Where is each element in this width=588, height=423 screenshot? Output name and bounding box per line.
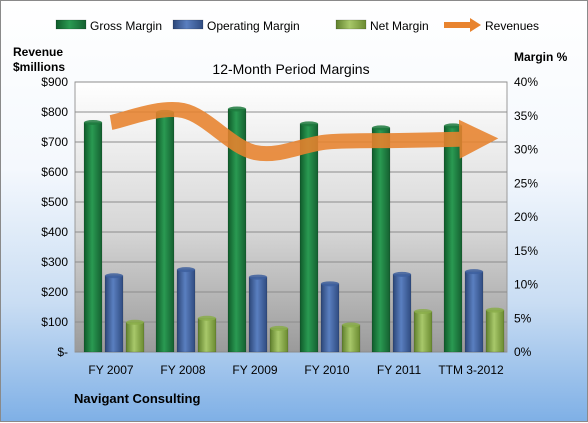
left-tick-label: $100 (41, 315, 68, 329)
right-tick-label: 5% (514, 311, 532, 325)
chart-title: 12-Month Period Margins (212, 61, 369, 77)
operating-margin-bar (320, 283, 340, 353)
bar-top-cap (393, 271, 411, 277)
bar-top-cap (321, 281, 339, 287)
category-label: TTM 3-2012 (438, 363, 504, 377)
category-label: FY 2010 (304, 363, 349, 377)
right-tick-label: 30% (514, 143, 538, 157)
left-tick-label: $600 (41, 165, 68, 179)
bar-top-cap (105, 273, 123, 279)
net-margin-bar (341, 324, 361, 353)
bar-top-cap (177, 267, 195, 273)
right-axis-ticks: 0% 5% 10% 15% 20% 25% 30% 35% 40% (514, 75, 538, 359)
net-margin-bar (197, 318, 217, 353)
left-tick-label: $200 (41, 285, 68, 299)
operating-margin-bar (392, 274, 412, 353)
chart-legend: Gross Margin Operating Margin Net Margin Re… (55, 18, 539, 33)
right-axis-title: Margin % (514, 50, 568, 64)
bar-top-cap (228, 106, 246, 112)
gridlines (75, 81, 507, 353)
right-tick-label: 35% (514, 109, 538, 123)
operating-margin-bar (248, 276, 268, 353)
category-labels: FY 2007 FY 2008 FY 2009 FY 2010 FY 2011 TTM 3… (88, 363, 504, 377)
legend-swatch (55, 19, 87, 30)
bar-top-cap (126, 319, 144, 325)
bar-top-cap (414, 309, 432, 314)
net-margin-bar (125, 322, 145, 353)
left-tick-label: $800 (41, 105, 68, 119)
gross-margin-bar (299, 123, 319, 353)
bar-top-cap (249, 274, 267, 280)
left-tick-label: $400 (41, 225, 68, 239)
revenues-line (109, 102, 499, 162)
legend-swatch (335, 19, 367, 30)
left-axis-title-line1: Revenue (13, 45, 63, 59)
left-axis-title-line2: $millions (13, 60, 65, 74)
legend-arrow-icon (470, 18, 481, 32)
bar-top-cap (300, 121, 318, 127)
category-label: FY 2011 (377, 363, 422, 377)
bar-top-cap (84, 120, 102, 125)
bar-top-cap (342, 322, 360, 328)
right-tick-label: 10% (514, 278, 538, 292)
legend-swatch (172, 19, 204, 30)
right-tick-label: 40% (514, 75, 538, 89)
left-tick-label: $700 (41, 135, 68, 149)
right-tick-label: 15% (514, 244, 538, 258)
right-tick-label: 20% (514, 210, 538, 224)
operating-margin-bar (464, 271, 484, 353)
legend-label: Net Margin (370, 19, 429, 33)
legend-label: Gross Margin (90, 19, 162, 33)
operating-margin-bar (104, 275, 124, 353)
bar-top-cap (465, 269, 483, 275)
bar-top-cap (444, 123, 462, 129)
right-tick-label: 25% (514, 176, 538, 190)
net-margin-bar (269, 328, 289, 353)
left-tick-label: $- (57, 345, 68, 359)
left-axis-ticks: $- $100 $200 $300 $400 $500 $600 $700 $800 $900 (41, 75, 68, 359)
category-label: FY 2009 (232, 363, 277, 377)
bar-group (83, 106, 505, 353)
company-name: Navigant Consulting (74, 391, 200, 406)
net-margin-bar (485, 309, 505, 353)
left-tick-label: $300 (41, 255, 68, 269)
left-tick-label: $900 (41, 75, 68, 89)
gross-margin-bar (371, 127, 391, 353)
bar-top-cap (372, 125, 390, 131)
category-label: FY 2007 (88, 363, 133, 377)
net-margin-bar (413, 311, 433, 353)
operating-margin-bar (176, 269, 196, 353)
left-tick-label: $500 (41, 195, 68, 209)
bar-top-cap (486, 307, 504, 313)
revenue-line-group (109, 102, 499, 162)
bar-top-cap (198, 315, 216, 321)
gross-margin-bar (155, 112, 175, 353)
gross-margin-bar (83, 122, 103, 353)
bar-top-cap (270, 325, 288, 331)
legend-label: Operating Margin (207, 19, 300, 33)
category-label: FY 2008 (160, 363, 205, 377)
plot-area (74, 81, 508, 353)
right-tick-label: 0% (514, 345, 532, 359)
legend-label: Revenues (485, 19, 539, 33)
gross-margin-bar (443, 125, 463, 353)
